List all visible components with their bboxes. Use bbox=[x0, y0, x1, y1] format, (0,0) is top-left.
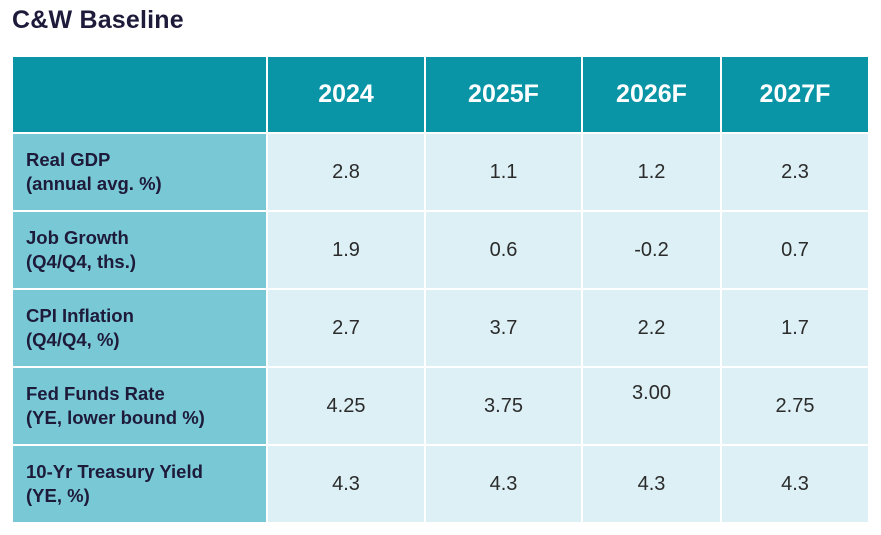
table-cell: 3.00 bbox=[581, 366, 722, 446]
table-row-fed-funds-rate: Fed Funds Rate (YE, lower bound %) 4.25 … bbox=[11, 366, 870, 446]
row-sublabel: (YE, %) bbox=[26, 485, 90, 506]
row-label: 10-Yr Treasury Yield bbox=[26, 461, 203, 482]
cell-value: 1.2 bbox=[637, 160, 666, 183]
table-cell: 4.3 bbox=[266, 444, 426, 524]
row-label: CPI Inflation bbox=[26, 305, 134, 326]
cell-value: 4.25 bbox=[326, 394, 366, 417]
table-cell: 4.3 bbox=[720, 444, 870, 524]
header-row: 2024 2025F 2026F 2027F bbox=[11, 55, 870, 134]
cell-value: 4.3 bbox=[637, 472, 666, 495]
table-row-real-gdp: Real GDP (annual avg. %) 2.8 1.1 1.2 2.3 bbox=[11, 132, 870, 212]
row-label: Real GDP bbox=[26, 149, 111, 170]
cell-value: 2.75 bbox=[775, 394, 815, 417]
table-cell: 2.8 bbox=[266, 132, 426, 212]
table-cell: 2.7 bbox=[266, 288, 426, 368]
row-sublabel: (Q4/Q4, %) bbox=[26, 329, 120, 350]
cell-value: 3.75 bbox=[484, 394, 523, 417]
column-header-2027f: 2027F bbox=[720, 55, 870, 134]
column-header-2025f: 2025F bbox=[424, 55, 583, 134]
table-cell: 2.2 bbox=[581, 288, 722, 368]
cell-value: 0.6 bbox=[489, 238, 518, 261]
table-row-10yr-treasury-yield: 10-Yr Treasury Yield (YE, %) 4.3 4.3 4.3… bbox=[11, 444, 870, 524]
cell-value: 4.3 bbox=[781, 472, 809, 495]
table-cell: 0.6 bbox=[424, 210, 583, 290]
table-cell: 3.7 bbox=[424, 288, 583, 368]
table-cell: 1.9 bbox=[266, 210, 426, 290]
cell-value: 1.1 bbox=[489, 160, 518, 183]
row-label-cell: Real GDP (annual avg. %) bbox=[11, 132, 268, 212]
cell-value: 1.7 bbox=[781, 316, 809, 339]
row-sublabel: (Q4/Q4, ths.) bbox=[26, 251, 136, 272]
forecast-table: 2024 2025F 2026F 2027F Real GDP (annual … bbox=[11, 55, 870, 524]
table-cell: 4.25 bbox=[266, 366, 426, 446]
cell-value: -0.2 bbox=[634, 238, 669, 261]
cell-value: 2.7 bbox=[332, 316, 360, 339]
row-label-cell: Job Growth (Q4/Q4, ths.) bbox=[11, 210, 268, 290]
table-cell: 3.75 bbox=[424, 366, 583, 446]
row-label: Fed Funds Rate bbox=[26, 383, 165, 404]
row-label-cell: 10-Yr Treasury Yield (YE, %) bbox=[11, 444, 268, 524]
table-cell: 4.3 bbox=[581, 444, 722, 524]
row-label-cell: CPI Inflation (Q4/Q4, %) bbox=[11, 288, 268, 368]
table-cell: 1.1 bbox=[424, 132, 583, 212]
table-cell: 1.2 bbox=[581, 132, 722, 212]
cell-value: 4.3 bbox=[489, 472, 518, 495]
table-cell: -0.2 bbox=[581, 210, 722, 290]
table-cell: 1.7 bbox=[720, 288, 870, 368]
table-row-job-growth: Job Growth (Q4/Q4, ths.) 1.9 0.6 -0.2 0.… bbox=[11, 210, 870, 290]
cell-value: 3.7 bbox=[489, 316, 518, 339]
table-cell: 4.3 bbox=[424, 444, 583, 524]
row-sublabel: (annual avg. %) bbox=[26, 173, 162, 194]
header-corner-cell bbox=[11, 55, 268, 134]
row-label-cell: Fed Funds Rate (YE, lower bound %) bbox=[11, 366, 268, 446]
table-cell: 2.3 bbox=[720, 132, 870, 212]
table-row-cpi-inflation: CPI Inflation (Q4/Q4, %) 2.7 3.7 2.2 1.7 bbox=[11, 288, 870, 368]
cell-value: 2.3 bbox=[781, 160, 809, 183]
cell-value: 1.9 bbox=[332, 238, 360, 261]
cell-value: 2.8 bbox=[332, 160, 360, 183]
cell-value: 0.7 bbox=[781, 238, 809, 261]
column-header-2026f: 2026F bbox=[581, 55, 722, 134]
cell-value: 3.00 bbox=[632, 381, 671, 404]
column-header-2024: 2024 bbox=[266, 55, 426, 134]
cell-value: 2.2 bbox=[637, 316, 666, 339]
table-cell: 2.75 bbox=[720, 366, 870, 446]
table-cell: 0.7 bbox=[720, 210, 870, 290]
page-title: C&W Baseline bbox=[12, 6, 184, 34]
row-label: Job Growth bbox=[26, 227, 129, 248]
cell-value: 4.3 bbox=[332, 472, 360, 495]
row-sublabel: (YE, lower bound %) bbox=[26, 407, 205, 428]
